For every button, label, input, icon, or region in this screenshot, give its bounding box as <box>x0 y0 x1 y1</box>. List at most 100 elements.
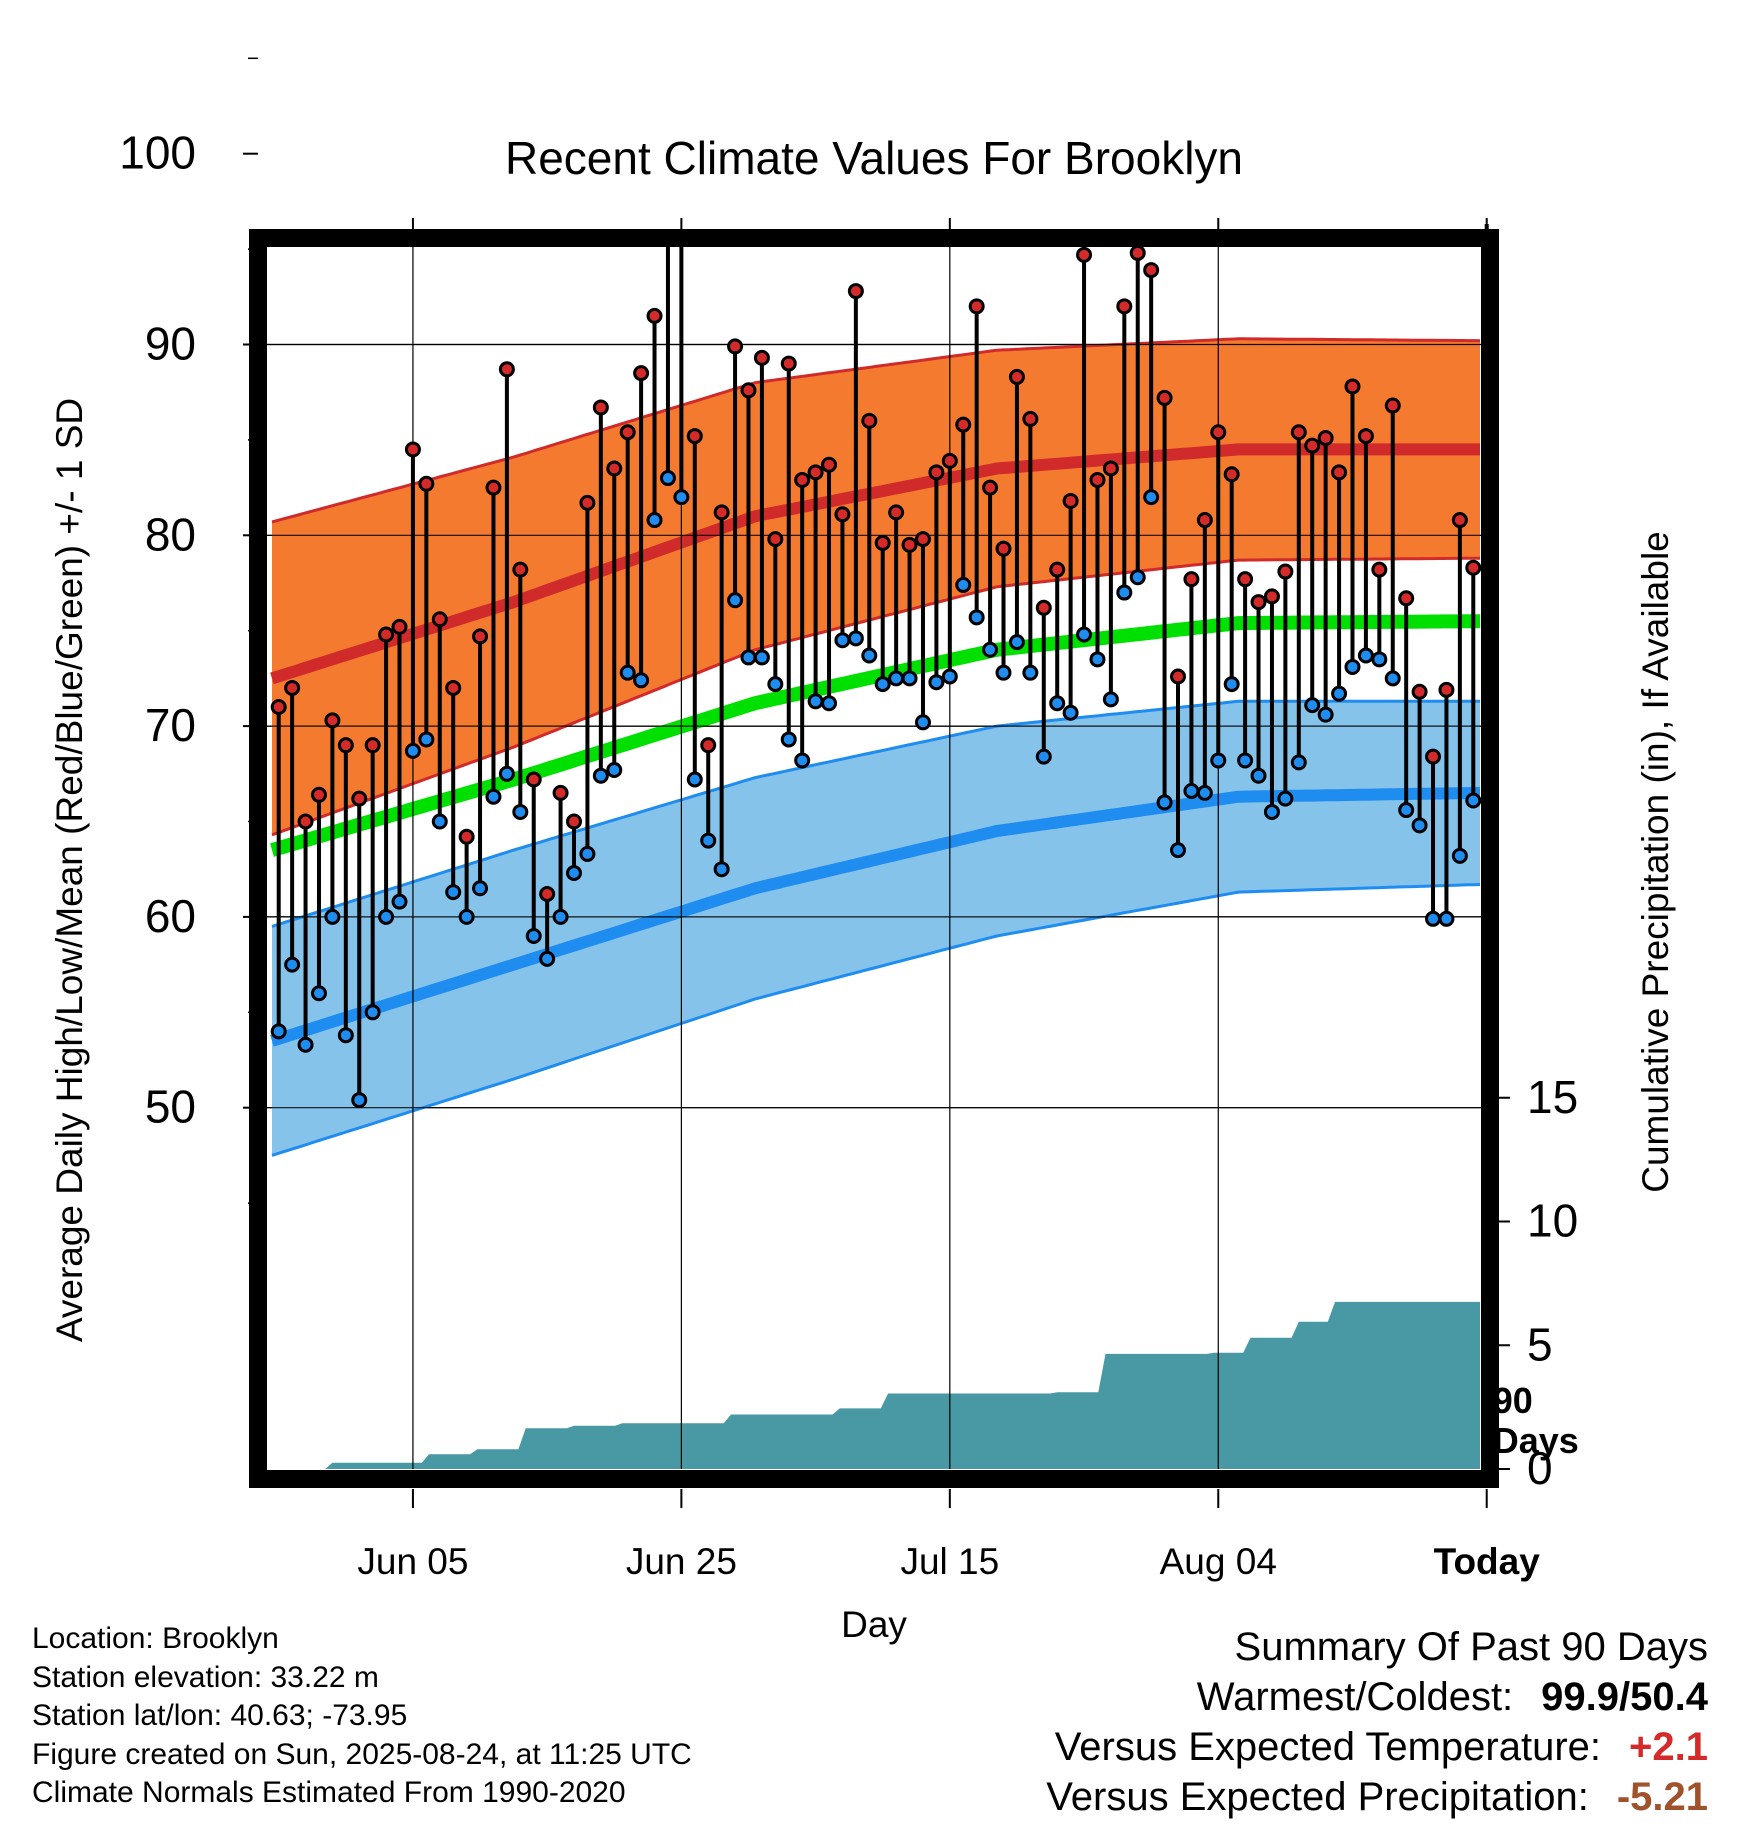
daily-low-point <box>767 676 784 693</box>
daily-low-point <box>1183 782 1200 799</box>
daily-high-point <box>1398 590 1415 607</box>
daily-low-point <box>1344 658 1361 675</box>
daily-high-point <box>1384 397 1401 414</box>
daily-high-point <box>1317 429 1334 446</box>
daily-low-point <box>485 788 502 805</box>
daily-low-point <box>753 649 770 666</box>
daily-high-point <box>753 349 770 366</box>
daily-low-point <box>472 880 489 897</box>
daily-high-point <box>552 784 569 801</box>
daily-high-point <box>337 737 354 754</box>
daily-high-point <box>324 712 341 729</box>
daily-high-point <box>472 628 489 645</box>
daily-low-point <box>310 985 327 1002</box>
daily-low-point <box>834 632 851 649</box>
daily-low-point <box>1371 651 1388 668</box>
elevation-text: Station elevation: 33.22 m <box>32 1660 379 1694</box>
daily-high-point <box>592 399 609 416</box>
daily-low-point <box>324 908 341 925</box>
daily-low-point <box>1304 697 1321 714</box>
high-sd-band-upper-edge <box>271 337 1481 524</box>
daily-low-point <box>1116 584 1133 601</box>
daily-high-point <box>619 424 636 441</box>
daily-high-point <box>1237 571 1254 588</box>
daily-high-point <box>888 504 905 521</box>
daily-high-point <box>1210 424 1227 441</box>
daily-low-point <box>928 674 945 691</box>
daily-high-point <box>1304 437 1321 454</box>
daily-low-point <box>1089 651 1106 668</box>
daily-low-point <box>821 695 838 712</box>
daily-high-point <box>284 679 301 696</box>
daily-high-point <box>1371 561 1388 578</box>
daily-low-point <box>646 512 663 529</box>
daily-low-point <box>968 609 985 626</box>
y2-tick-label: 10 <box>1527 1195 1578 1247</box>
daily-high-point <box>968 298 985 315</box>
daily-high-point <box>1425 748 1442 765</box>
daily-low-point <box>1008 634 1025 651</box>
temp-value: +2.1 <box>1629 1725 1708 1769</box>
daily-low-point <box>445 884 462 901</box>
daily-high-point <box>633 365 650 382</box>
daily-high-point <box>1277 563 1294 580</box>
normal-high-line <box>270 443 1480 685</box>
y-axis-label: Average Daily High/Low/Mean (Red/Blue/Gr… <box>49 398 90 1342</box>
daily-low-point <box>284 956 301 973</box>
daily-low-point <box>606 761 623 778</box>
daily-low-point <box>686 771 703 788</box>
precip-row: Versus Expected Precipitation: -5.21 <box>1046 1772 1708 1822</box>
daily-low-point <box>1438 910 1455 927</box>
daily-high-point <box>955 416 972 433</box>
daily-high-point <box>498 361 515 378</box>
daily-low-point <box>391 893 408 910</box>
daily-high-point <box>794 471 811 488</box>
daily-high-point <box>1022 410 1039 427</box>
daily-low-point <box>378 908 395 925</box>
daily-high-point <box>727 338 744 355</box>
daily-low-point <box>874 676 891 693</box>
daily-low-point <box>700 832 717 849</box>
daily-low-point <box>1357 647 1374 664</box>
daily-high-point <box>1143 262 1160 279</box>
daily-high-point <box>713 504 730 521</box>
daily-high-point <box>1357 428 1374 445</box>
daily-low-point <box>1035 748 1052 765</box>
daily-low-point <box>364 1004 381 1021</box>
daily-high-point <box>700 737 717 754</box>
daily-high-point <box>1250 594 1267 611</box>
daily-low-point <box>1049 695 1066 712</box>
warmest-row: Warmest/Coldest: 99.9/50.4 <box>1046 1672 1708 1722</box>
daily-high-point <box>1331 464 1348 481</box>
daily-high-point <box>807 464 824 481</box>
daily-high-point <box>310 786 327 803</box>
daily-high-point <box>512 561 529 578</box>
daily-high-point <box>821 456 838 473</box>
daily-low-point <box>539 950 556 967</box>
warmest-value: 99.9/50.4 <box>1541 1675 1708 1719</box>
daily-low-point <box>1290 754 1307 771</box>
x-tick-label: Jul 15 <box>900 1541 999 1582</box>
daily-low-point <box>673 489 690 506</box>
daily-low-point <box>901 670 918 687</box>
daily-high-point <box>982 479 999 496</box>
daily-low-point <box>1196 784 1213 801</box>
daily-low-point <box>847 630 864 647</box>
daily-low-point <box>458 908 475 925</box>
daily-low-point <box>512 803 529 820</box>
warmest-label: Warmest/Coldest: <box>1196 1675 1514 1719</box>
daily-high-point <box>767 531 784 548</box>
daily-low-point <box>713 861 730 878</box>
y-tick-label: 60 <box>145 890 196 942</box>
station-info: Location: Brooklyn Station elevation: 33… <box>32 1620 692 1813</box>
daily-low-point <box>1398 802 1415 819</box>
daily-low-point <box>1062 704 1079 721</box>
chart-title: Recent Climate Values For Brooklyn <box>505 132 1243 184</box>
plot-inner <box>266 244 1482 1469</box>
summary-panel: Summary Of Past 90 Days Warmest/Coldest:… <box>1046 1622 1708 1822</box>
daily-low-point <box>1425 910 1442 927</box>
precip-label: Versus Expected Precipitation: <box>1046 1775 1589 1819</box>
y2-tick-label: 5 <box>1527 1318 1553 1370</box>
